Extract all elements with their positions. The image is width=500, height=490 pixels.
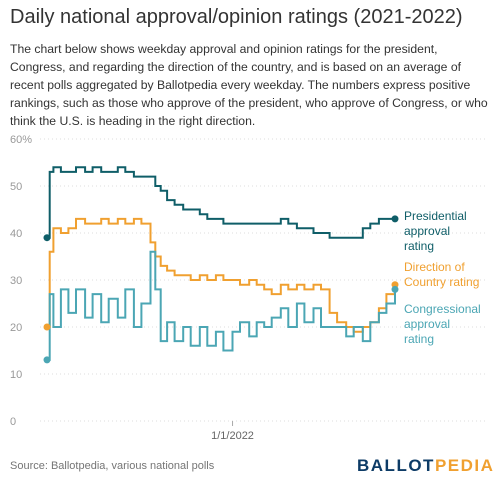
line-chart: 0 10 20 30 40 50 60% 1/1/2022 Presidential appr… <box>10 134 488 442</box>
series-end-markers <box>43 215 399 364</box>
y-tick-label: 10 <box>10 369 22 381</box>
series-label: Congressional approval rating <box>404 302 481 346</box>
brand-logo-part2: PEDIA <box>434 456 495 475</box>
brand-logo: BALLOTPEDIA <box>357 456 494 476</box>
y-axis-ticks: 0 10 20 30 40 50 60% <box>10 134 32 428</box>
series-lines <box>47 166 396 361</box>
series-line <box>47 250 396 361</box>
series-start-marker <box>43 234 51 242</box>
y-tick-label: 20 <box>10 322 22 334</box>
series-labels: Presidential approval rating Direction of Co… <box>404 209 481 346</box>
y-tick-label: 40 <box>10 228 22 240</box>
chart-description: The chart below shows weekday approval a… <box>10 42 488 128</box>
series-start-marker <box>43 356 51 364</box>
brand-logo-part1: BALLOT <box>357 456 435 475</box>
y-tick-label: 50 <box>10 181 22 193</box>
series-line <box>47 217 396 333</box>
series-end-marker <box>391 285 399 293</box>
y-tick-label: 30 <box>10 275 22 287</box>
series-end-marker <box>391 215 399 223</box>
chart-title: Daily national approval/opinion ratings … <box>10 6 463 28</box>
x-tick-label: 1/1/2022 <box>211 430 254 442</box>
series-label: Presidential approval rating <box>404 209 467 253</box>
y-tick-label: 0 <box>10 416 16 428</box>
series-start-marker <box>43 323 51 331</box>
x-axis-ticks: 1/1/2022 <box>211 421 254 442</box>
y-tick-label: 60% <box>10 134 32 146</box>
series-line <box>47 166 395 239</box>
source-note: Source: Ballotpedia, various national po… <box>10 460 215 472</box>
series-label: Direction of Country rating <box>404 260 479 289</box>
